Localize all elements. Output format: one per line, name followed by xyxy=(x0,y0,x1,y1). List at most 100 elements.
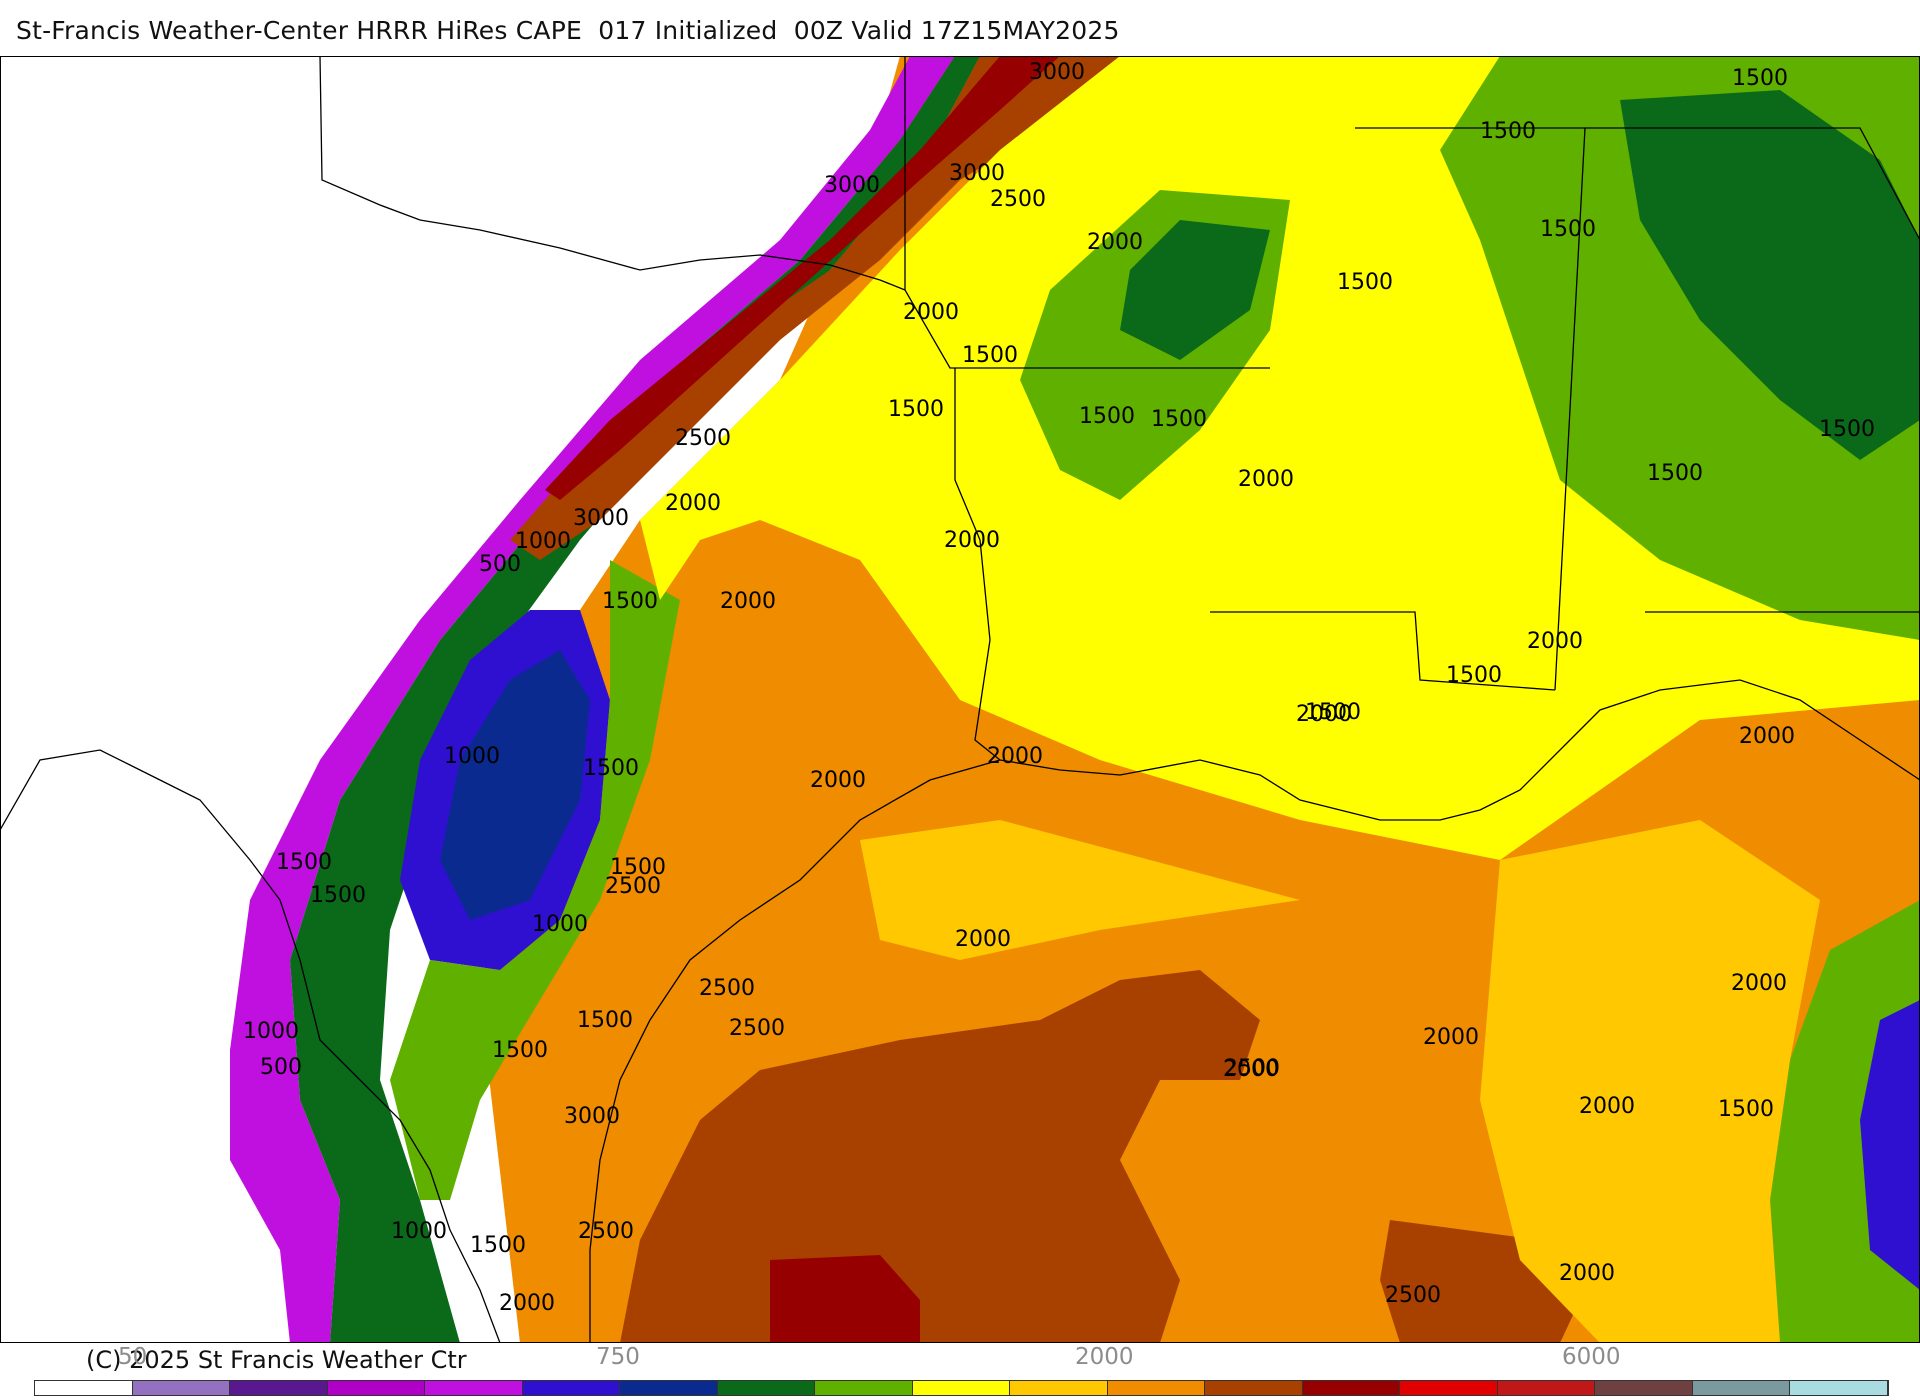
contour-label: 2000 xyxy=(720,589,776,614)
contour-label: 2000 xyxy=(1739,724,1795,749)
contour-label: 1500 xyxy=(1732,66,1788,91)
contour-label: 3000 xyxy=(1029,60,1085,85)
contour-label: 2000 xyxy=(944,528,1000,553)
contour-label: 1500 xyxy=(1446,663,1502,688)
alabama-border xyxy=(1585,127,1920,241)
field-blue-east xyxy=(1860,1000,1920,1290)
colorbar-label-50: 50 xyxy=(118,1344,148,1370)
colorbar-label-6000: 6000 xyxy=(1562,1344,1621,1370)
field-purple-coast xyxy=(230,56,955,1343)
colorbar-swatch xyxy=(717,1381,815,1395)
contour-label: 1500 xyxy=(276,850,332,875)
contour-label: 2000 xyxy=(903,300,959,325)
contour-label: 2500 xyxy=(605,874,661,899)
contour-label: 2500 xyxy=(578,1219,634,1244)
contour-label: 2000 xyxy=(1731,971,1787,996)
louisiana-north-border xyxy=(1210,611,1556,691)
map-title: St-Francis Weather-Center HRRR HiRes CAP… xyxy=(16,16,1120,45)
contour-label: 1500 xyxy=(470,1233,526,1258)
contour-label: 2500 xyxy=(990,187,1046,212)
colorbar-swatch xyxy=(522,1381,620,1395)
colorbar-swatch xyxy=(1107,1381,1205,1395)
field-darkgreen-center xyxy=(1120,220,1270,360)
oklahoma-texas-border xyxy=(319,56,906,291)
contour-label: 1000 xyxy=(391,1219,447,1244)
texas-coastline xyxy=(589,759,1001,1343)
contour-label: 2000 xyxy=(1296,702,1352,727)
contour-label: 3000 xyxy=(824,173,880,198)
contour-label: 2000 xyxy=(1223,1057,1279,1082)
contour-label: 2000 xyxy=(1559,1261,1615,1286)
colorbar-swatch xyxy=(1497,1381,1595,1395)
contour-label: 2000 xyxy=(499,1291,555,1316)
contour-label: 1500 xyxy=(602,589,658,614)
copyright-notice: (C) 2025 St Francis Weather Ctr xyxy=(86,1346,467,1374)
field-darkred-ridge xyxy=(510,56,1120,560)
contour-label: 2000 xyxy=(1579,1094,1635,1119)
colorbar-swatch xyxy=(1400,1381,1498,1395)
contour-label: 2500 xyxy=(699,976,755,1001)
colorbar-swatch xyxy=(230,1381,328,1395)
contour-label: 1000 xyxy=(515,529,571,554)
contour-label: 2500 xyxy=(1385,1283,1441,1308)
contour-label: 2500 xyxy=(675,426,731,451)
contour-label: 1500 xyxy=(1079,404,1135,429)
contour-label: 1500 xyxy=(577,1008,633,1033)
contour-label: 3000 xyxy=(564,1104,620,1129)
contour-label: 1500 xyxy=(610,855,666,880)
contour-label: 1500 xyxy=(1337,270,1393,295)
colorbar-swatch xyxy=(425,1381,523,1395)
contour-label: 2000 xyxy=(955,927,1011,952)
colorbar-swatch xyxy=(35,1381,133,1395)
colorbar-swatch xyxy=(1302,1381,1400,1395)
field-maroon-ridge xyxy=(545,56,1060,500)
colorbar-swatch xyxy=(1595,1381,1693,1395)
colorbar-swatch xyxy=(815,1381,913,1395)
contour-label: 2000 xyxy=(1238,467,1294,492)
colorbar-swatch xyxy=(327,1381,425,1395)
colorbar-swatch xyxy=(620,1381,718,1395)
field-darkred-gulf xyxy=(620,970,1260,1343)
state-boundaries xyxy=(0,56,1920,1343)
contour-label: 1500 xyxy=(1480,119,1536,144)
contour-label: 1500 xyxy=(310,883,366,908)
contour-label: 1500 xyxy=(1647,461,1703,486)
contour-label: 1500 xyxy=(1718,1097,1774,1122)
contour-label: 1500 xyxy=(1305,700,1361,725)
contour-label: 2000 xyxy=(1087,230,1143,255)
mexico-border xyxy=(0,749,501,1343)
field-gold-gulf xyxy=(860,820,1300,960)
contour-label: 2000 xyxy=(1527,629,1583,654)
contour-label: 1500 xyxy=(1540,217,1596,242)
cape-colorbar xyxy=(34,1380,1889,1396)
gulf-coastline xyxy=(999,679,1920,821)
contour-label: 1500 xyxy=(1819,417,1875,442)
field-yellowgreen-west xyxy=(390,560,680,1200)
contour-label: 1000 xyxy=(243,1019,299,1044)
contour-label: 3000 xyxy=(949,161,1005,186)
field-maroon-gulf xyxy=(770,1255,920,1343)
field-gold-se xyxy=(1480,820,1820,1343)
contour-label: 500 xyxy=(260,1055,302,1080)
contour-label: 1500 xyxy=(492,1038,548,1063)
contour-label: 2000 xyxy=(987,744,1043,769)
arkansas-louisiana-border xyxy=(904,56,1270,369)
colorbar-label-750: 750 xyxy=(596,1344,640,1370)
contour-label: 1500 xyxy=(962,343,1018,368)
contour-label: 2000 xyxy=(810,768,866,793)
contour-label: 1500 xyxy=(583,756,639,781)
contour-label: 3000 xyxy=(573,506,629,531)
colorbar-swatch xyxy=(912,1381,1010,1395)
colorbar-swatch xyxy=(1692,1381,1790,1395)
colorbar-swatch xyxy=(1205,1381,1303,1395)
contour-label: 1000 xyxy=(532,912,588,937)
contour-label: 2500 xyxy=(729,1016,785,1041)
contour-label: 2000 xyxy=(665,491,721,516)
colorbar-swatch xyxy=(1790,1381,1888,1395)
field-navy-west xyxy=(440,650,590,920)
colorbar-label-2000: 2000 xyxy=(1075,1344,1134,1370)
colorbar-swatch xyxy=(132,1381,230,1395)
contour-label: 1500 xyxy=(888,397,944,422)
cape-map: 3000300025003000200020001500150015001500… xyxy=(0,56,1920,1343)
colorbar-swatch xyxy=(1010,1381,1108,1395)
